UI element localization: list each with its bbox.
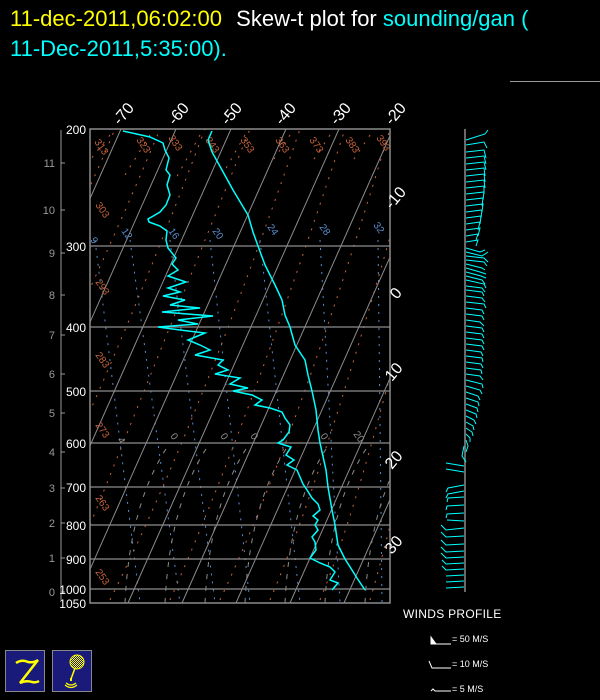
svg-text:0: 0	[49, 587, 55, 599]
sounding-name: sounding/gan (	[382, 6, 529, 31]
svg-text:20: 20	[382, 448, 407, 473]
legend-item-10: = 10 M/S	[428, 659, 488, 670]
svg-text:303: 303	[93, 200, 112, 220]
legend-item-50: = 50 M/S	[430, 634, 488, 645]
svg-text:900: 900	[66, 553, 86, 567]
svg-text:600: 600	[66, 437, 86, 451]
svg-text:353: 353	[238, 135, 257, 155]
legend-label-10: = 10 M/S	[452, 659, 489, 669]
svg-text:800: 800	[66, 519, 86, 533]
dry-adiabats	[90, 129, 390, 601]
svg-text:-50: -50	[218, 100, 246, 129]
temperature-trace	[207, 130, 366, 591]
svg-text:24: 24	[265, 222, 281, 238]
svg-text:0: 0	[318, 431, 330, 442]
pressure-axis: 200 300 400 500 600 700 800 900 1000 105…	[59, 123, 86, 611]
legend-item-5: = 5 M/S	[430, 684, 483, 695]
plot-frame	[89, 128, 391, 604]
svg-text:6: 6	[49, 369, 55, 381]
pressure-lines	[90, 245, 390, 590]
svg-text:300: 300	[66, 240, 86, 254]
svg-text:-60: -60	[165, 100, 193, 129]
moist-adiabats	[124, 442, 390, 603]
wind-profile	[440, 129, 489, 592]
sounding-time: 11-Dec-2011,5:35:00).	[10, 36, 227, 61]
full-barb-icon	[428, 660, 451, 669]
svg-text:700: 700	[66, 481, 86, 495]
moist-adiabat-labels: 4 0 0 0 0 20	[115, 429, 367, 446]
svg-text:1050: 1050	[59, 597, 86, 611]
svg-text:333: 333	[166, 133, 185, 153]
svg-text:-70: -70	[110, 100, 138, 129]
svg-text:2: 2	[49, 518, 55, 530]
page-title: 11-dec-2011,06:02:00 Skew-t plot for sou…	[10, 4, 528, 64]
dewpoint-trace	[122, 130, 340, 591]
svg-text:10: 10	[43, 205, 55, 217]
pennant-barb-icon	[430, 635, 451, 645]
svg-text:4: 4	[49, 447, 55, 459]
title-text: Skew-t plot for	[236, 6, 377, 31]
svg-text:283: 283	[93, 350, 112, 370]
svg-text:273: 273	[93, 420, 112, 440]
svg-text:253: 253	[93, 567, 112, 587]
svg-text:3: 3	[49, 483, 55, 495]
svg-text:5: 5	[49, 408, 55, 420]
half-barb-icon	[430, 687, 451, 692]
legend-title: WINDS PROFILE	[403, 607, 502, 621]
svg-text:263: 263	[93, 493, 112, 513]
svg-text:9: 9	[49, 248, 55, 260]
svg-text:28: 28	[317, 222, 333, 238]
svg-text:-20: -20	[382, 100, 410, 129]
svg-text:1000: 1000	[59, 583, 86, 597]
svg-text:4: 4	[115, 435, 127, 446]
svg-text:-40: -40	[272, 100, 300, 129]
svg-text:16: 16	[166, 226, 182, 242]
svg-text:200: 200	[66, 123, 86, 137]
svg-text:11: 11	[44, 158, 55, 170]
svg-text:0: 0	[168, 431, 180, 442]
svg-text:313: 313	[92, 137, 111, 157]
svg-text:500: 500	[66, 385, 86, 399]
svg-text:7: 7	[49, 330, 55, 342]
datetime: 11-dec-2011,06:02:00	[10, 6, 223, 31]
svg-text:-10: -10	[382, 184, 410, 213]
z-logo-icon	[15, 658, 40, 685]
legend-label-50: = 50 M/S	[452, 634, 489, 644]
z-logo-button[interactable]	[5, 650, 45, 692]
svg-text:9: 9	[88, 235, 100, 246]
svg-text:10: 10	[382, 360, 407, 385]
isotherms	[90, 129, 390, 603]
isotherm-labels: -70 -60 -50 -40 -30 -20 -10 0 10 20 30	[110, 100, 410, 558]
balloon-logo-button[interactable]	[52, 650, 92, 692]
svg-text:30: 30	[382, 533, 407, 558]
svg-text:8: 8	[49, 290, 55, 302]
mixing-ratio-labels: 9 12 16 20 24 28 32	[88, 220, 387, 246]
legend-label-5: = 5 M/S	[452, 684, 484, 694]
svg-text:0: 0	[248, 431, 260, 442]
svg-text:-30: -30	[327, 100, 355, 129]
svg-text:32: 32	[371, 220, 387, 236]
svg-text:383: 383	[343, 135, 362, 155]
balloon-sonde-icon	[64, 654, 85, 689]
svg-text:0: 0	[218, 431, 230, 442]
svg-text:373: 373	[307, 135, 326, 155]
svg-text:1: 1	[49, 553, 55, 565]
divider	[510, 81, 600, 82]
svg-text:400: 400	[66, 321, 86, 335]
height-axis: 11 10 9 8 7 6 5 4 3 2 1 0	[43, 130, 65, 600]
svg-text:20: 20	[210, 226, 226, 242]
